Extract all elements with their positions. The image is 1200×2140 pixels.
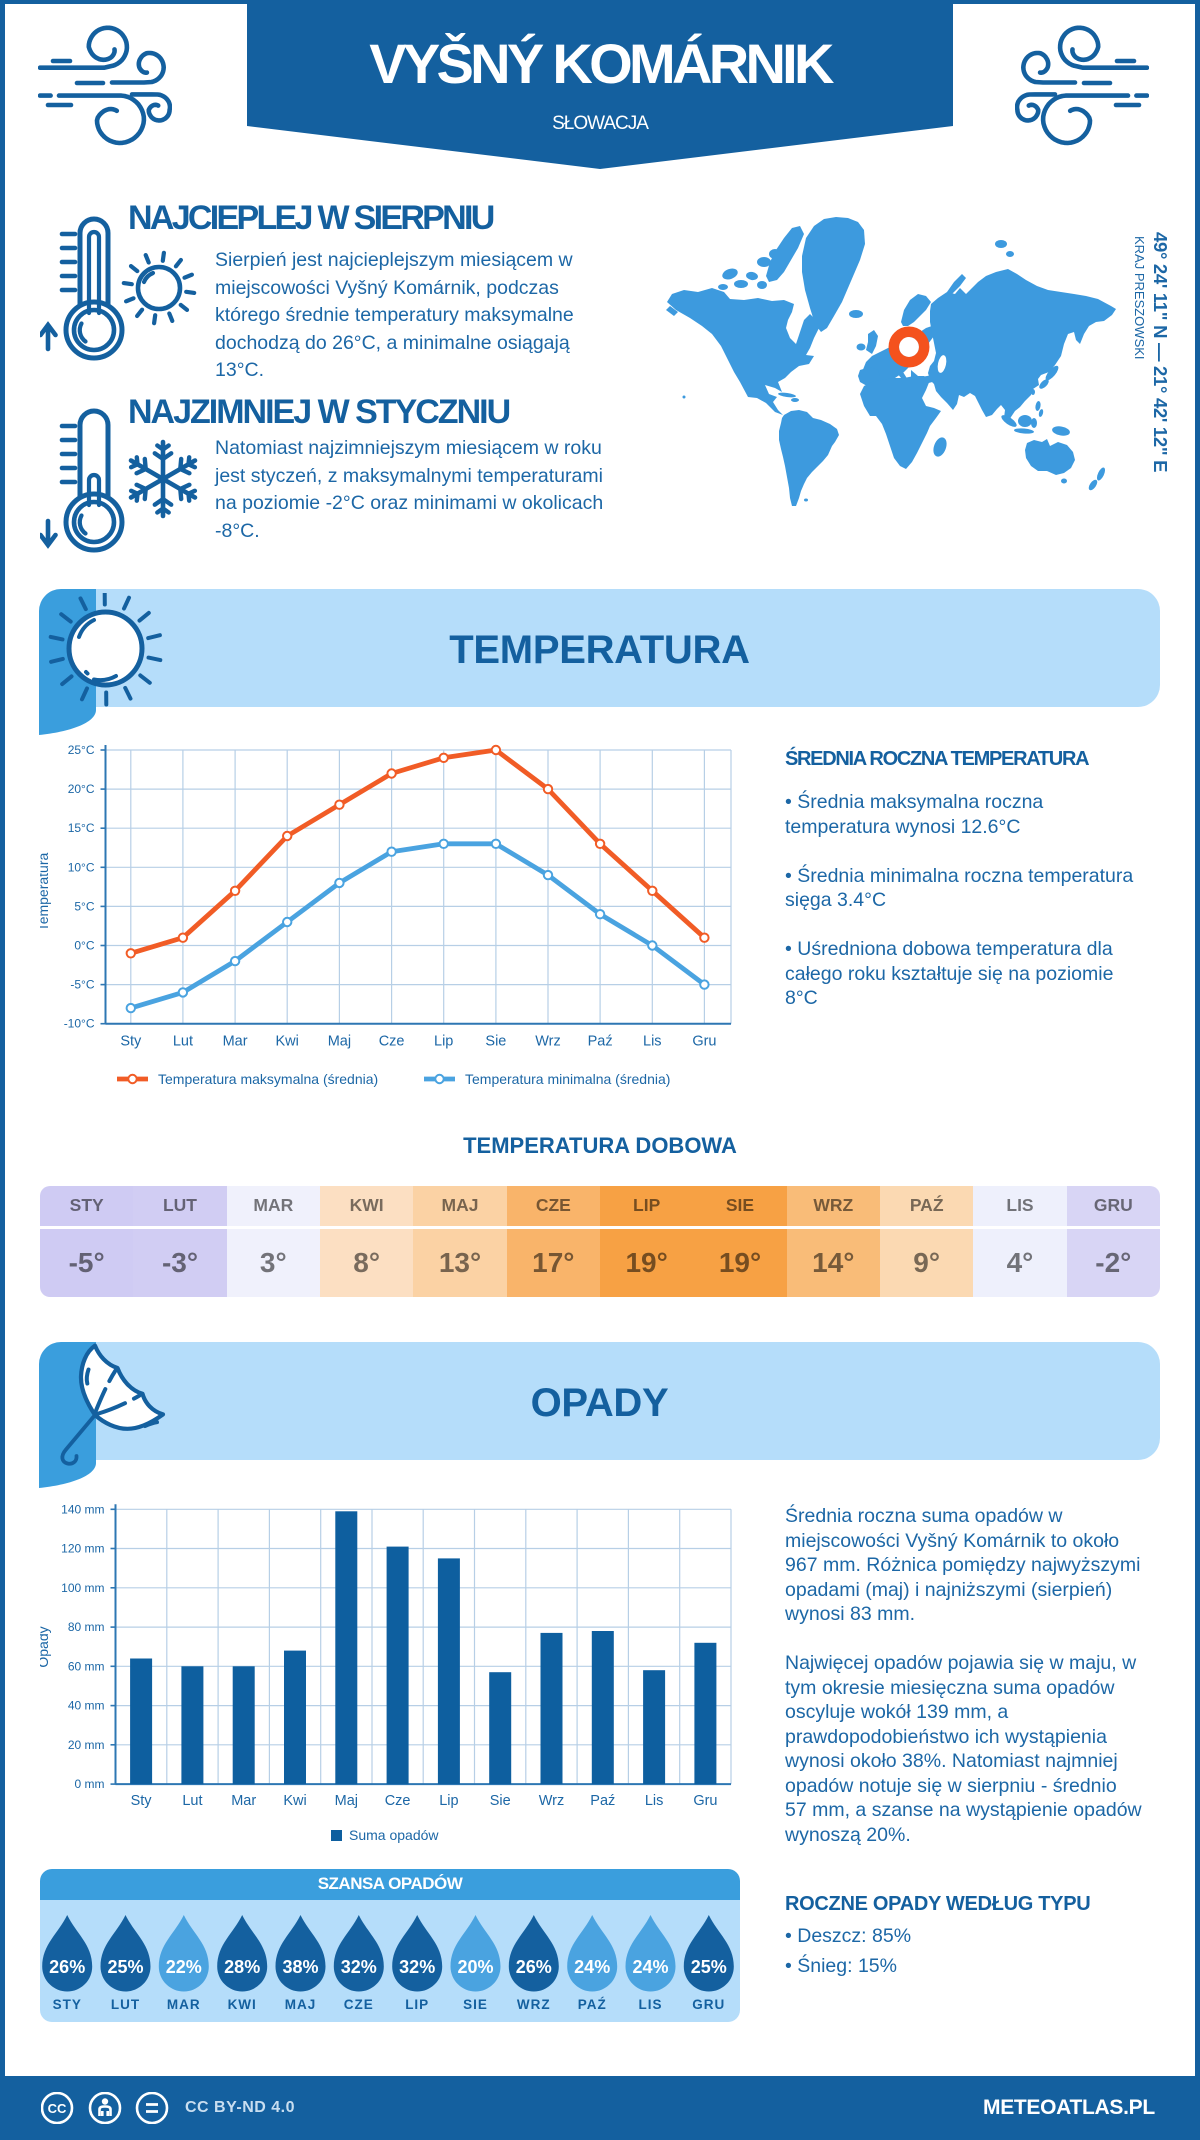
svg-text:-10°C: -10°C [64, 1017, 95, 1031]
svg-text:STY: STY [53, 1997, 82, 2012]
svg-text:25%: 25% [691, 1957, 727, 1977]
svg-text:22%: 22% [166, 1957, 202, 1977]
svg-text:Suma opadów: Suma opadów [349, 1827, 439, 1843]
svg-text:Gru: Gru [693, 1793, 717, 1809]
svg-text:20%: 20% [457, 1957, 493, 1977]
svg-text:Lis: Lis [643, 1034, 662, 1050]
svg-text:Mar: Mar [231, 1793, 256, 1809]
svg-text:5°C: 5°C [74, 899, 94, 913]
svg-text:140 mm: 140 mm [61, 1502, 104, 1516]
svg-text:Maj: Maj [335, 1793, 358, 1809]
svg-text:CC: CC [48, 2101, 67, 2116]
svg-text:60 mm: 60 mm [68, 1659, 105, 1673]
svg-text:15°C: 15°C [68, 821, 95, 835]
svg-text:MAR: MAR [167, 1997, 201, 2012]
svg-text:25°C: 25°C [68, 743, 95, 757]
svg-text:LUT: LUT [111, 1997, 140, 2012]
svg-text:Lip: Lip [439, 1793, 458, 1809]
svg-text:0°C: 0°C [74, 939, 94, 953]
svg-text:32%: 32% [399, 1957, 435, 1977]
svg-text:Lut: Lut [182, 1793, 202, 1809]
svg-text:Paź: Paź [588, 1034, 613, 1050]
svg-text:Sie: Sie [490, 1793, 511, 1809]
svg-text:Wrz: Wrz [535, 1034, 561, 1050]
svg-text:Mar: Mar [223, 1034, 248, 1050]
svg-text:26%: 26% [516, 1957, 552, 1977]
svg-text:Temperatura maksymalna (średni: Temperatura maksymalna (średnia) [158, 1071, 378, 1087]
svg-text:Cze: Cze [385, 1793, 411, 1809]
svg-text:26%: 26% [49, 1957, 85, 1977]
svg-text:24%: 24% [632, 1957, 668, 1977]
svg-text:25%: 25% [107, 1957, 143, 1977]
svg-text:Opady: Opady [40, 1626, 51, 1667]
svg-text:32%: 32% [341, 1957, 377, 1977]
svg-text:KWI: KWI [228, 1997, 257, 2012]
svg-text:20°C: 20°C [68, 782, 95, 796]
svg-text:LIS: LIS [638, 1997, 662, 2012]
svg-text:28%: 28% [224, 1957, 260, 1977]
svg-text:Temperatura minimalna (średnia: Temperatura minimalna (średnia) [465, 1071, 670, 1087]
svg-text:Kwi: Kwi [283, 1793, 306, 1809]
svg-text:Sty: Sty [131, 1793, 153, 1809]
svg-text:100 mm: 100 mm [61, 1581, 104, 1595]
svg-text:24%: 24% [574, 1957, 610, 1977]
svg-text:Lip: Lip [434, 1034, 453, 1050]
svg-text:Paź: Paź [590, 1793, 615, 1809]
svg-text:Sie: Sie [485, 1034, 506, 1050]
svg-text:SIE: SIE [463, 1997, 488, 2012]
svg-text:GRU: GRU [692, 1997, 725, 2012]
svg-text:-5°C: -5°C [70, 978, 94, 992]
svg-text:CZE: CZE [344, 1997, 374, 2012]
svg-text:80 mm: 80 mm [68, 1620, 105, 1634]
svg-text:MAJ: MAJ [285, 1997, 317, 2012]
svg-text:Maj: Maj [328, 1034, 351, 1050]
svg-text:LIP: LIP [405, 1997, 429, 2012]
svg-text:20 mm: 20 mm [68, 1738, 105, 1752]
svg-text:120 mm: 120 mm [61, 1542, 104, 1556]
svg-text:Kwi: Kwi [276, 1034, 299, 1050]
svg-text:Temperatura: Temperatura [40, 852, 51, 931]
svg-text:0 mm: 0 mm [75, 1777, 105, 1791]
svg-text:Wrz: Wrz [539, 1793, 565, 1809]
svg-text:Gru: Gru [692, 1034, 716, 1050]
svg-text:10°C: 10°C [68, 860, 95, 874]
svg-text:PAŹ: PAŹ [578, 1997, 607, 2012]
svg-text:40 mm: 40 mm [68, 1699, 105, 1713]
svg-text:Cze: Cze [379, 1034, 405, 1050]
svg-text:38%: 38% [282, 1957, 318, 1977]
svg-text:Sty: Sty [120, 1034, 142, 1050]
svg-text:WRZ: WRZ [517, 1997, 551, 2012]
svg-text:Lut: Lut [173, 1034, 193, 1050]
svg-text:Lis: Lis [645, 1793, 664, 1809]
